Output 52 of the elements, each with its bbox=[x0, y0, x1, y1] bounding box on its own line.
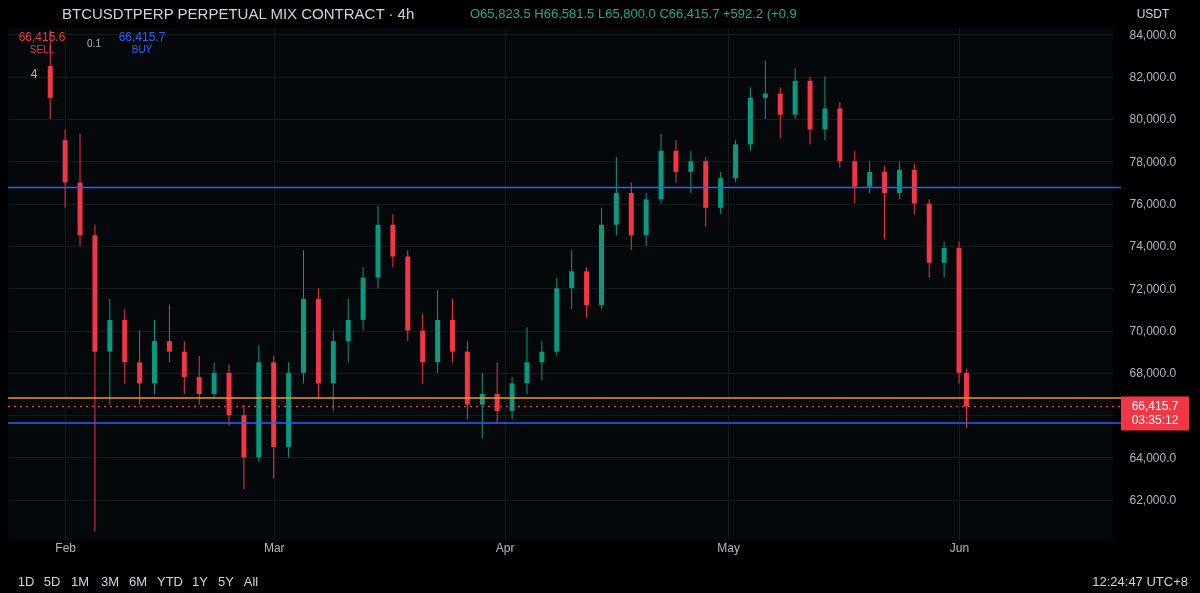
text: 5Y bbox=[218, 574, 235, 589]
annotation: BUY bbox=[131, 44, 153, 55]
text: YTD bbox=[157, 574, 183, 589]
candlestick bbox=[867, 160, 873, 194]
candlestick bbox=[539, 340, 545, 381]
text: 1M bbox=[70, 574, 90, 589]
candlestick bbox=[166, 304, 172, 363]
y-tick-label: 84,000.0 bbox=[1129, 27, 1177, 42]
text: 03:35:12 bbox=[1131, 413, 1179, 428]
y-tick-label: 80,000.0 bbox=[1129, 112, 1177, 127]
ref-line-label: 66,415.7 bbox=[1131, 399, 1179, 414]
candlestick bbox=[762, 60, 768, 120]
text: O65,823.5 H66,581.5 L65,800.0 C66,415.7 +592.2 (+0.9 bbox=[470, 6, 797, 21]
candlestick bbox=[524, 326, 530, 395]
y-tick-label: 62,000.0 bbox=[1129, 493, 1177, 508]
candlestick bbox=[211, 361, 217, 399]
text: All bbox=[243, 574, 259, 589]
candlestick bbox=[196, 355, 202, 406]
candlestick bbox=[569, 249, 575, 310]
y-tick-label: 68,000.0 bbox=[1129, 366, 1177, 381]
annotation: 4 bbox=[30, 67, 38, 81]
chart-title: BTCUSDTPERP PERPETUAL MIX CONTRACT · 4h bbox=[62, 5, 415, 22]
annotation: 0.1 bbox=[87, 38, 102, 49]
y-tick-label: 74,000.0 bbox=[1129, 239, 1177, 254]
y-tick-label: 64,000.0 bbox=[1129, 450, 1177, 465]
x-tick-label: Feb bbox=[55, 540, 77, 555]
text: 1D bbox=[17, 574, 35, 589]
candlestick bbox=[822, 76, 828, 141]
candlestick bbox=[688, 150, 694, 194]
text: 6M bbox=[128, 574, 148, 589]
candlestick bbox=[345, 298, 351, 363]
y-tick-label: 76,000.0 bbox=[1129, 197, 1177, 212]
text: USDT bbox=[1136, 7, 1170, 21]
x-tick-label: May bbox=[717, 540, 740, 555]
x-tick-label: Jun bbox=[949, 540, 970, 555]
candlestick bbox=[777, 86, 783, 139]
annotation: 66,415.7 bbox=[118, 30, 166, 44]
y-tick-label: 72,000.0 bbox=[1129, 281, 1177, 296]
x-tick-label: Mar bbox=[263, 540, 285, 555]
text: 12:24:47 UTC+8 bbox=[1092, 574, 1188, 589]
candlestick bbox=[137, 330, 143, 406]
candlestick bbox=[673, 139, 679, 183]
y-tick-label: 70,000.0 bbox=[1129, 324, 1177, 339]
x-tick-label: Apr bbox=[495, 540, 515, 555]
candlestick bbox=[896, 160, 902, 200]
y-tick-label: 78,000.0 bbox=[1129, 154, 1177, 169]
text: 1Y bbox=[192, 574, 209, 589]
text: 5D bbox=[43, 574, 61, 589]
candlestick bbox=[882, 165, 888, 241]
y-tick-label: 82,000.0 bbox=[1129, 70, 1177, 85]
candlestick bbox=[941, 241, 947, 279]
text: 3M bbox=[100, 574, 120, 589]
